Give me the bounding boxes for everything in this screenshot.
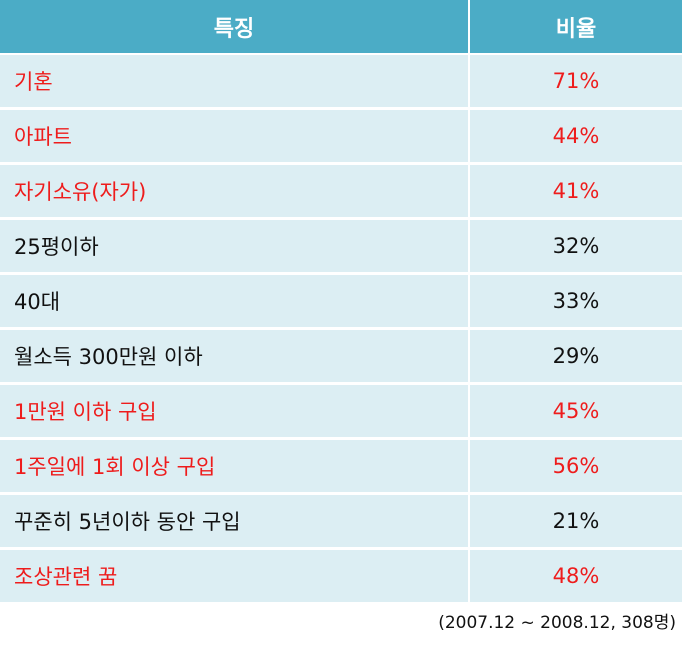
table-row: 25평이하 32% — [0, 220, 682, 272]
table-row: 아파트 44% — [0, 110, 682, 162]
feature-cell: 꾸준히 5년이하 동안 구입 — [0, 495, 468, 547]
table-row: 조상관련 꿈 48% — [0, 550, 682, 602]
ratio-cell: 45% — [470, 385, 682, 437]
ratio-cell: 29% — [470, 330, 682, 382]
table-row: 1주일에 1회 이상 구입 56% — [0, 440, 682, 492]
footnote: (2007.12 ~ 2008.12, 308명) — [438, 613, 676, 633]
ratio-cell: 56% — [470, 440, 682, 492]
ratio-cell: 41% — [470, 165, 682, 217]
header-feature: 특징 — [0, 0, 468, 53]
table-row: 1만원 이하 구입 45% — [0, 385, 682, 437]
table-row: 자기소유(자가) 41% — [0, 165, 682, 217]
header-ratio: 비율 — [470, 0, 682, 53]
ratio-cell: 33% — [470, 275, 682, 327]
table-row: 기혼 71% — [0, 55, 682, 107]
feature-cell: 25평이하 — [0, 220, 468, 272]
ratio-cell: 21% — [470, 495, 682, 547]
ratio-cell: 71% — [470, 55, 682, 107]
feature-cell: 조상관련 꿈 — [0, 550, 468, 602]
table-row: 월소득 300만원 이하 29% — [0, 330, 682, 382]
feature-cell: 1주일에 1회 이상 구입 — [0, 440, 468, 492]
table-row: 꾸준히 5년이하 동안 구입 21% — [0, 495, 682, 547]
table-row: 40대 33% — [0, 275, 682, 327]
ratio-cell: 48% — [470, 550, 682, 602]
feature-cell: 1만원 이하 구입 — [0, 385, 468, 437]
ratio-cell: 32% — [470, 220, 682, 272]
table-header: 특징 비율 — [0, 0, 682, 53]
feature-cell: 월소득 300만원 이하 — [0, 330, 468, 382]
ratio-cell: 44% — [470, 110, 682, 162]
feature-cell: 아파트 — [0, 110, 468, 162]
feature-cell: 자기소유(자가) — [0, 165, 468, 217]
feature-cell: 40대 — [0, 275, 468, 327]
feature-cell: 기혼 — [0, 55, 468, 107]
